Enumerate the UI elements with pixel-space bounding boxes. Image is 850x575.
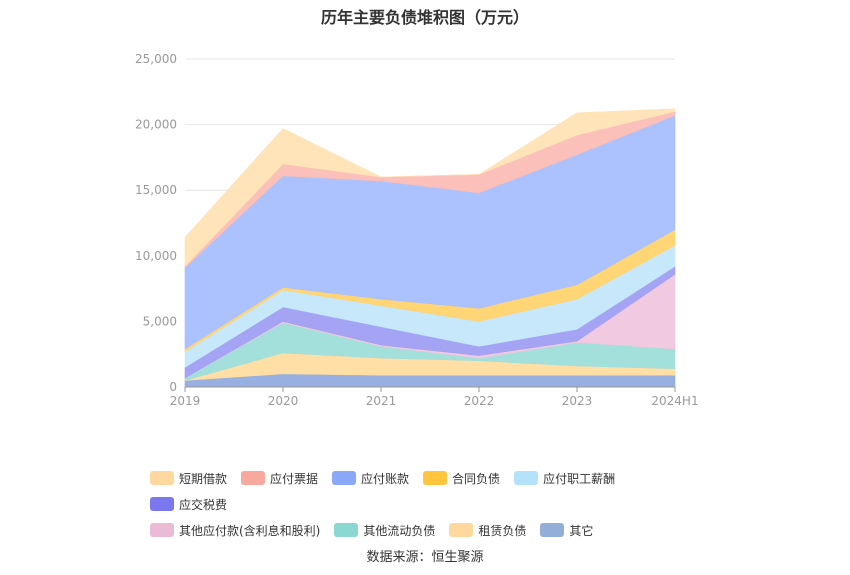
legend-label: 应付职工薪酬 — [543, 471, 616, 486]
y-tick-label: 25,000 — [135, 52, 177, 66]
legend-label: 租赁负债 — [478, 523, 527, 538]
area-series-group — [184, 108, 676, 388]
legend-item[interactable]: 其它 — [540, 522, 593, 538]
legend-swatch — [241, 471, 266, 485]
data-source-note: 数据来源：恒生聚源 — [366, 550, 484, 565]
legend-label: 短期借款 — [179, 471, 228, 486]
legend-row: 短期借款 应付票据 应付账款 合同负债 应付职工薪酬应交税费 — [150, 470, 710, 522]
y-tick-label: 15,000 — [135, 183, 177, 197]
area-series — [184, 373, 676, 388]
legend-row: 其他应付款(含利息和股利) 其他流动负债 租赁负债 其它 — [150, 522, 710, 548]
area-series — [184, 108, 676, 268]
legend-label: 应交税费 — [179, 497, 228, 512]
legend-item[interactable]: 应付账款 — [332, 470, 409, 486]
legend-swatch — [150, 497, 174, 511]
y-tick-label: 5,000 — [143, 314, 177, 328]
legend: 短期借款 应付票据 应付账款 合同负债 应付职工薪酬应交税费 其他应付款(含利息和股利)… — [150, 470, 710, 548]
x-tick-label: 2024H1 — [651, 394, 698, 408]
x-tick-label: 2023 — [562, 394, 593, 408]
y-tick-label: 10,000 — [135, 249, 177, 263]
legend-item[interactable]: 应付票据 — [241, 470, 318, 486]
legend-item[interactable]: 合同负债 — [423, 470, 500, 486]
legend-swatch — [150, 523, 174, 537]
legend-label: 其它 — [569, 523, 594, 538]
legend-label: 其他流动负债 — [363, 523, 436, 538]
legend-label: 应付账款 — [361, 471, 410, 486]
y-tick-label: 0 — [169, 380, 177, 394]
legend-item[interactable]: 应交税费 — [150, 496, 227, 512]
legend-swatch — [423, 471, 448, 485]
y-tick-label: 20,000 — [135, 118, 177, 132]
legend-item[interactable]: 其他流动负债 — [334, 522, 435, 538]
legend-item[interactable]: 应付职工薪酬 — [514, 470, 615, 486]
x-tick-label: 2019 — [170, 394, 201, 408]
chart-title: 历年主要负债堆积图（万元） — [320, 8, 529, 27]
legend-swatch — [334, 523, 359, 537]
x-tick-label: 2022 — [464, 394, 495, 408]
legend-label: 其他应付款(含利息和股利) — [179, 523, 321, 538]
legend-swatch — [540, 523, 565, 537]
legend-item[interactable]: 租赁负债 — [449, 522, 526, 538]
legend-item[interactable]: 短期借款 — [150, 470, 227, 486]
legend-swatch — [332, 471, 357, 485]
legend-label: 应付票据 — [270, 471, 319, 486]
x-tick-label: 2020 — [268, 394, 299, 408]
legend-item[interactable]: 其他应付款(含利息和股利) — [150, 522, 320, 538]
legend-swatch — [449, 523, 474, 537]
legend-label: 合同负债 — [452, 471, 501, 486]
axes: 0 5,000 10,000 15,000 20,000 25,000 2019 2020 20… — [135, 52, 699, 408]
legend-swatch — [150, 471, 174, 485]
x-tick-label: 2021 — [366, 394, 397, 408]
legend-swatch — [514, 471, 539, 485]
